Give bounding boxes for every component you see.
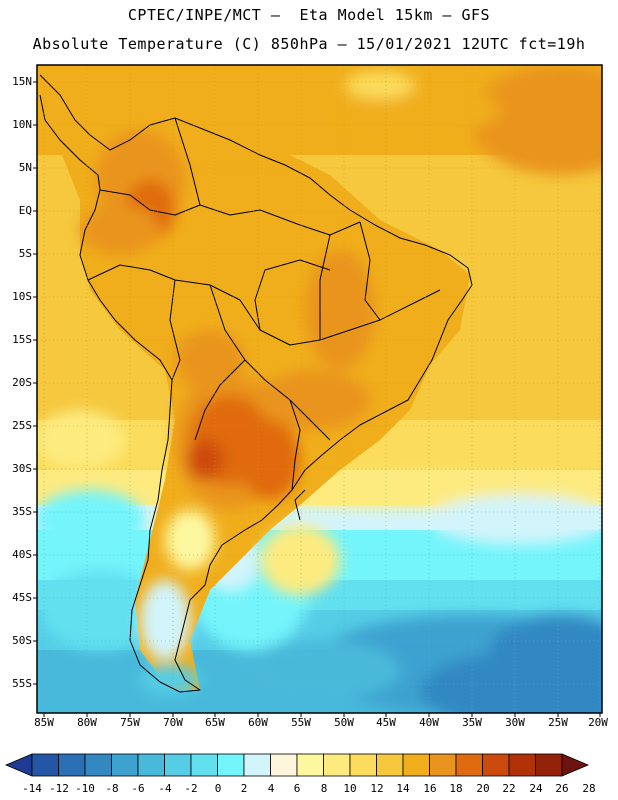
colorbar-label: 20 [476,782,490,795]
lon-label: 30W [505,716,525,729]
colorbar-label: 28 [582,782,596,795]
colorbar-segment [84,753,112,777]
colorbar-segment [137,753,165,777]
colorbar-segment [296,753,324,777]
colorbar-segment [58,753,86,777]
colorbar-label: 24 [529,782,543,795]
colorbar-segment [190,753,218,777]
colorbar-label: -14 [22,782,42,795]
colorbar-segment [535,753,563,777]
colorbar-label: 18 [449,782,463,795]
lon-label: 65W [205,716,225,729]
colorbar-label: 22 [502,782,516,795]
colorbar-label: 12 [370,782,384,795]
lat-label: 15S [12,333,32,346]
lat-lon-grid [37,65,602,713]
colorbar [4,753,590,777]
colorbar-label: 26 [555,782,569,795]
colorbar-arrow-left [4,753,33,777]
lat-label: 55S [12,677,32,690]
lat-label: EQ [18,204,32,217]
colorbar-label: -12 [49,782,69,795]
colorbar-label: -8 [105,782,119,795]
colorbar-segment [455,753,483,777]
colorbar-label: 4 [267,782,275,795]
colorbar-label: -4 [158,782,172,795]
lon-label: 75W [120,716,140,729]
colorbar-label: -2 [184,782,198,795]
lat-label: 40S [12,548,32,561]
title-line-2: Absolute Temperature (C) 850hPa – 15/01/… [32,35,586,53]
colorbar-label: 10 [343,782,357,795]
lon-label: 55W [291,716,311,729]
colorbar-segment [429,753,457,777]
temperature-field [37,65,602,713]
lat-label: 10N [12,118,32,131]
axis-ticks [33,81,601,717]
lat-label: 10S [12,290,32,303]
colorbar-segment [508,753,536,777]
lon-label: 40W [419,716,439,729]
lon-label: 45W [376,716,396,729]
lat-label: 15N [12,75,32,88]
colorbar-label: 0 [214,782,222,795]
lat-label: 35S [12,505,32,518]
colorbar-segment [323,753,351,777]
colorbar-label: 6 [293,782,301,795]
lon-label: 50W [334,716,354,729]
lon-label: 60W [248,716,268,729]
colorbar-segment [31,753,59,777]
map-frame [36,64,603,714]
lat-label: 5N [18,161,32,174]
colorbar-segment [217,753,245,777]
colorbar-label: 8 [320,782,328,795]
lat-label: 5S [18,247,32,260]
colorbar-segment [402,753,430,777]
lat-label: 20S [12,376,32,389]
colorbar-segment [482,753,510,777]
colorbar-segment [111,753,139,777]
colorbar-label: 2 [240,782,248,795]
colorbar-segment [270,753,298,777]
colorbar-label: 14 [396,782,410,795]
lat-label: 50S [12,634,32,647]
title-line-1: CPTEC/INPE/MCT – Eta Model 15km – GFS [127,6,491,24]
colorbar-label: 16 [423,782,437,795]
lat-label: 25S [12,419,32,432]
colorbar-arrow-right [561,753,590,777]
colorbar-label: -6 [131,782,145,795]
colorbar-segment [349,753,377,777]
lat-label: 30S [12,462,32,475]
lon-label: 85W [34,716,54,729]
lon-label: 80W [77,716,97,729]
colorbar-segment [376,753,404,777]
colorbar-label: -10 [75,782,95,795]
lat-label: 45S [12,591,32,604]
lon-label: 25W [548,716,568,729]
lon-label: 70W [163,716,183,729]
colorbar-segment [164,753,192,777]
colorbar-segment [243,753,271,777]
lon-label: 20W [588,716,608,729]
lon-label: 35W [462,716,482,729]
